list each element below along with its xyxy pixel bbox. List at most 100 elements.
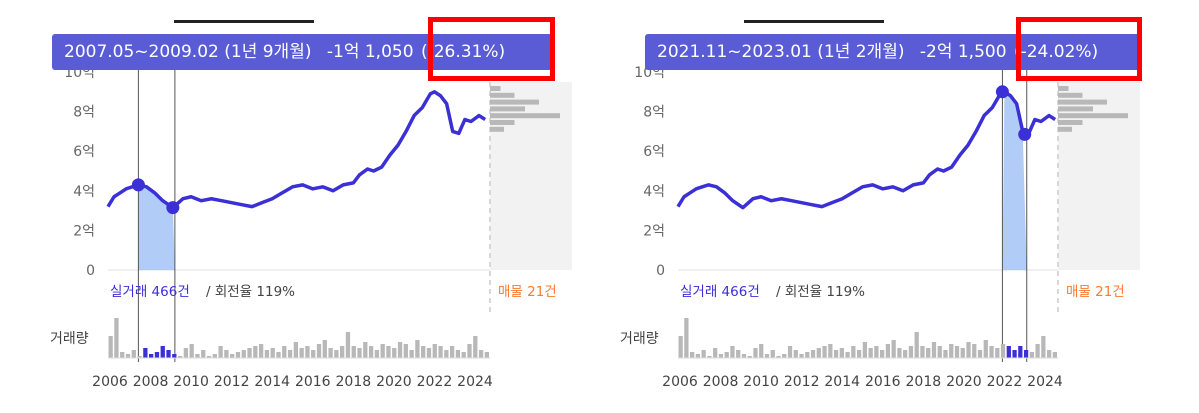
right-volume-bar: [1035, 344, 1040, 358]
left-volume-bar: [247, 348, 252, 358]
left-volume-bar: [421, 346, 426, 358]
right-volume-bar: [920, 346, 925, 358]
right-xtick-label: 2010: [743, 374, 779, 390]
right-volume-bar: [1029, 352, 1034, 358]
right-volume-bar: [776, 356, 781, 358]
right-volume-bar: [943, 350, 948, 358]
right-percent-highlight-box: [1016, 17, 1142, 81]
left-volume-bar: [276, 352, 281, 358]
right-volume-bar: [1018, 346, 1023, 358]
right-volume-bar: [966, 342, 971, 358]
right-volume-bar: [937, 346, 942, 358]
left-volume-bar: [311, 350, 316, 358]
left-volume-bar: [154, 352, 160, 358]
left-volume-bar: [143, 348, 148, 358]
right-volume-bar: [914, 332, 919, 358]
left-volume-bar: [397, 342, 403, 358]
left-xtick-label: 2024: [457, 374, 493, 390]
right-volume-bar: [1000, 344, 1006, 358]
right-volume-bar: [701, 350, 706, 358]
right-volume-bar: [810, 350, 816, 358]
right-ytick-label: 6억: [643, 144, 665, 160]
left-ytick-label: 8억: [73, 105, 95, 121]
right-tooltip-percent: (-24.02%): [1013, 42, 1099, 62]
right-volume-label: 거래량: [620, 331, 659, 347]
left-volume-bar: [183, 348, 189, 358]
left-volume-bar: [201, 350, 206, 358]
right-listing-bar: [1058, 120, 1083, 125]
right-listing-bar: [1058, 113, 1128, 119]
right-volume-bar: [954, 346, 960, 358]
left-volume-bar: [212, 354, 217, 358]
left-ytick-label: 2억: [73, 223, 95, 239]
right-listing-bar: [1058, 99, 1107, 105]
left-volume-bar: [345, 332, 351, 358]
left-volume-bar: [432, 344, 437, 358]
left-volume-bar: [125, 354, 131, 358]
left-volume-bar: [386, 346, 391, 358]
left-xtick-label: 2018: [336, 374, 372, 390]
left-xtick-label: 2012: [214, 374, 250, 390]
right-volume-bar: [897, 348, 902, 358]
right-volume-bar: [770, 350, 775, 358]
left-volume-bar: [166, 350, 171, 358]
left-listing-bar: [490, 120, 515, 125]
left-volume-bar: [415, 340, 420, 358]
left-trade-count-label: 실거래 466건: [110, 284, 190, 300]
right-volume-bar: [805, 352, 810, 358]
left-listing-bar: [490, 126, 504, 132]
right-volume-bar: [724, 352, 729, 358]
left-volume-bar: [131, 350, 136, 358]
right-volume-bar: [828, 344, 833, 358]
left-listing-bar: [490, 106, 525, 112]
right-volume-bar: [753, 348, 758, 358]
left-volume-bar: [438, 346, 443, 358]
right-xtick-label: 2020: [946, 374, 982, 390]
left-volume-bar: [444, 350, 449, 358]
left-tooltip-period: 2007.05~2009.02 (1년 9개월): [64, 42, 312, 62]
right-volume-bar: [856, 350, 862, 358]
right-volume-bar: [989, 346, 994, 358]
right-xtick-label: 2014: [824, 374, 860, 390]
left-listing-bar: [490, 86, 501, 91]
left-volume-label: 거래량: [50, 331, 89, 347]
left-sell-label: 매물 21건: [498, 284, 557, 300]
right-volume-bar: [833, 350, 839, 358]
right-volume-bar: [678, 336, 683, 358]
left-xtick-label: 2020: [376, 374, 412, 390]
left-volume-bar: [299, 348, 304, 358]
right-volume-bar: [1046, 350, 1052, 358]
right-volume-bar: [885, 344, 891, 358]
right-tooltip-period: 2021.11~2023.01 (1년 2개월): [657, 42, 905, 62]
left-tooltip: 2007.05~2009.02 (1년 9개월) -1억 1,050 (-26.…: [52, 34, 554, 70]
left-tooltip-percent: (-26.31%): [420, 42, 506, 62]
left-xtick-label: 2014: [254, 374, 290, 390]
left-percent-highlight-box: [428, 17, 555, 81]
left-marker-start: [131, 178, 145, 192]
right-xtick-label: 2024: [1027, 374, 1063, 390]
left-volume-bar: [218, 346, 223, 358]
right-volume-bar: [730, 346, 735, 358]
right-volume-bar: [1052, 352, 1057, 358]
left-volume-bar: [473, 336, 478, 358]
left-volume-bar: [206, 356, 212, 358]
right-sell-label: 매물 21건: [1066, 284, 1125, 300]
left-volume-bar: [241, 350, 246, 358]
left-volume-bar: [380, 344, 385, 358]
right-volume-bar: [845, 352, 850, 358]
left-panel-indicator: [174, 20, 314, 23]
right-highlight-area: [1002, 91, 1027, 270]
left-volume-bar: [177, 356, 183, 358]
right-volume-bar: [874, 346, 879, 358]
left-volume-bar: [340, 346, 345, 358]
right-volume-bar: [839, 348, 844, 358]
right-volume-bar: [1023, 350, 1029, 358]
right-volume-bar: [983, 340, 988, 358]
left-turnover-label: / 회전율 119%: [206, 284, 295, 300]
left-volume-bar: [334, 350, 339, 358]
left-xtick-label: 2022: [417, 374, 453, 390]
right-volume-bar: [695, 354, 701, 358]
left-volume-bar: [363, 342, 368, 358]
